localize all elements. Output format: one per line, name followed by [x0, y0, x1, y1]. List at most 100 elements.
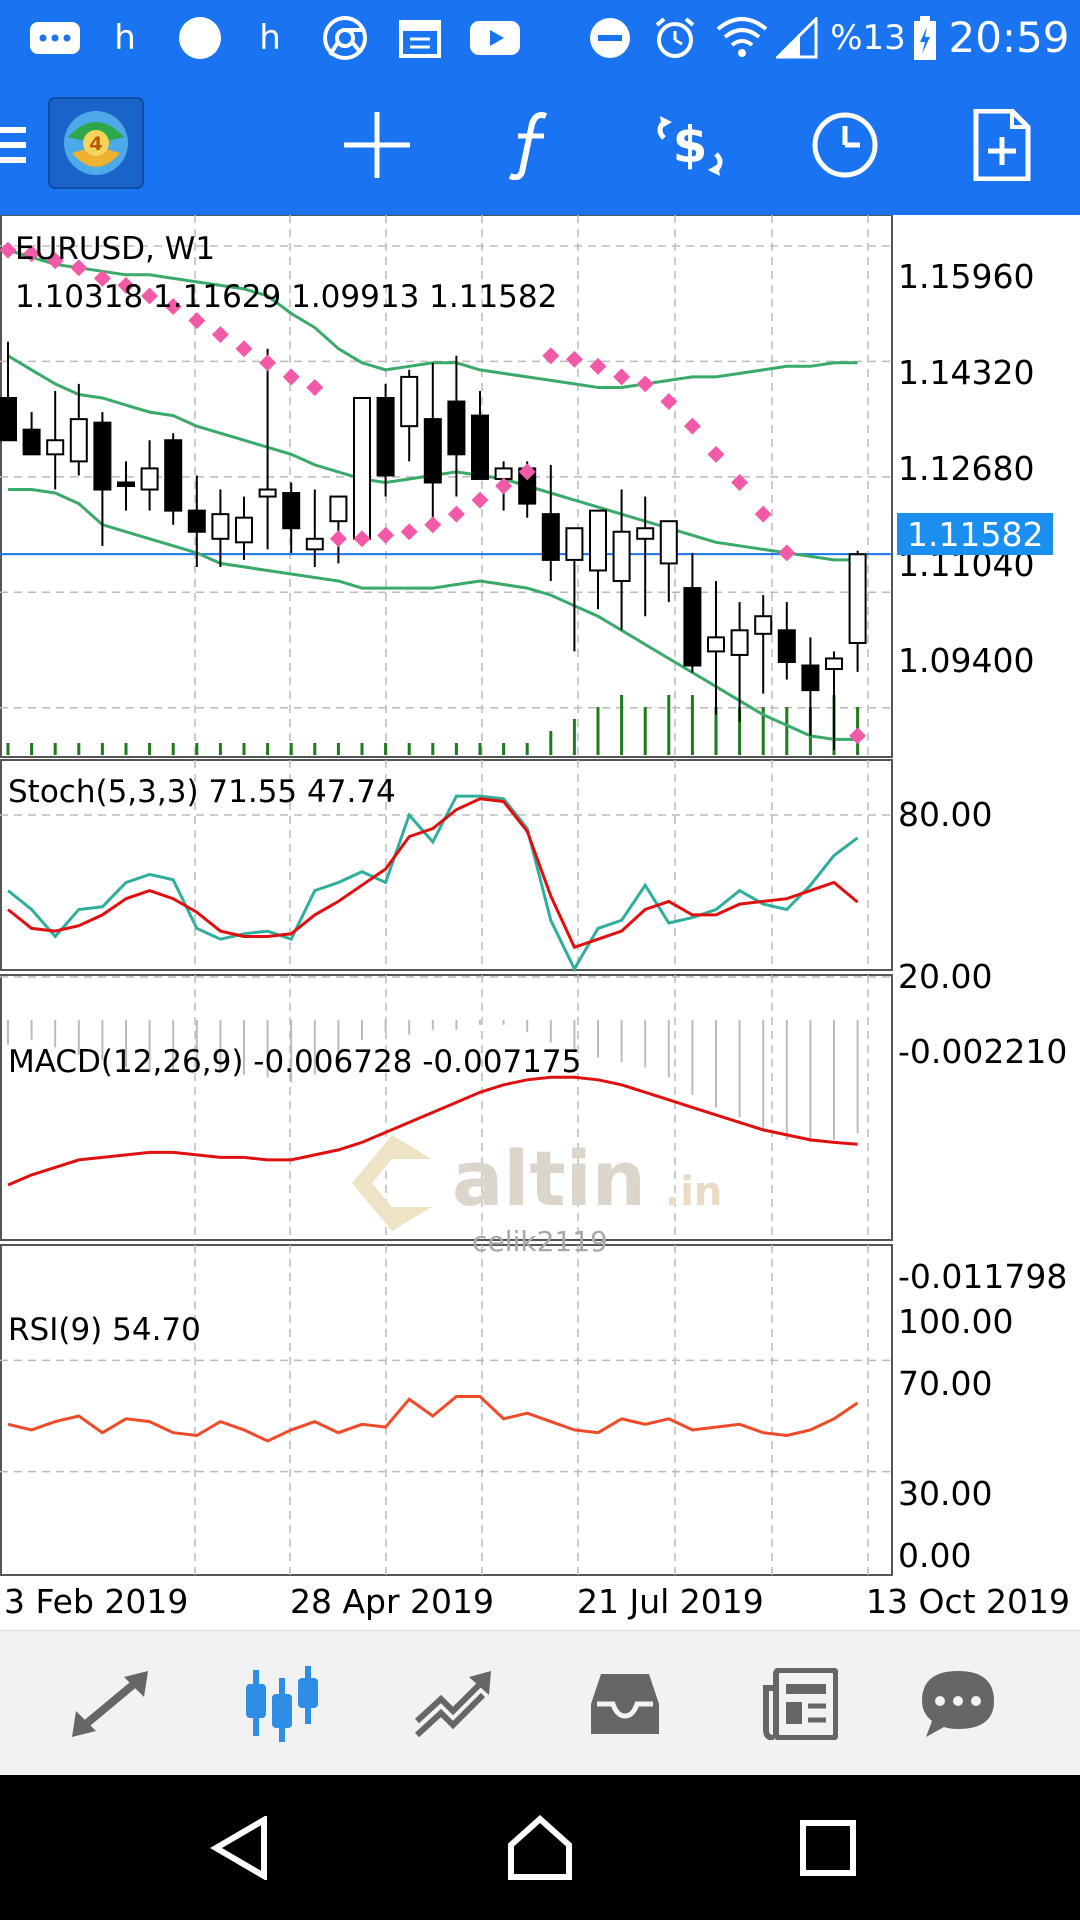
menu-icon[interactable]	[0, 95, 38, 195]
sar-dot	[542, 347, 560, 365]
symbol-label: EURUSD, W1	[15, 231, 215, 267]
candle-body	[589, 509, 607, 572]
candle-body	[447, 400, 466, 456]
candle-body	[659, 520, 678, 565]
candle-body	[777, 629, 796, 663]
system-navigation	[0, 1775, 1080, 1920]
notification-letter-1: h	[114, 17, 136, 58]
watermark: altin .in celik2119	[352, 1134, 722, 1258]
quotes-icon[interactable]	[55, 1651, 165, 1756]
sar-dot	[495, 477, 513, 495]
alarm-icon	[645, 0, 705, 75]
sar-dot	[211, 326, 229, 344]
candle-body	[187, 509, 206, 533]
chrome-icon	[315, 0, 375, 75]
status-bar: h h %13 20:59	[0, 0, 1080, 75]
candle-body	[541, 513, 560, 561]
history-icon[interactable]	[570, 1651, 680, 1756]
trade-icon[interactable]	[398, 1651, 508, 1756]
panel-frame	[0, 759, 893, 971]
stoch-signal-line	[7, 797, 859, 950]
candle-body	[0, 397, 17, 442]
candle-body	[636, 527, 655, 540]
candle-body	[754, 615, 773, 635]
sar-dot	[754, 505, 772, 523]
back-icon[interactable]	[185, 1795, 295, 1900]
candle-body	[400, 375, 419, 428]
sar-dot	[329, 530, 347, 548]
chart-area[interactable]: altin .in celik2119 EURUSD, W1 1.10318 1…	[0, 214, 1080, 1630]
sar-dot	[353, 530, 371, 548]
date-tick-2: 28 Apr 2019	[290, 1582, 494, 1621]
wifi-icon	[712, 0, 772, 75]
candle-body	[258, 488, 277, 498]
battery-icon	[908, 0, 942, 75]
macd-label: MACD(12,26,9) -0.006728 -0.007175	[8, 1044, 581, 1080]
timeframe-clock-icon[interactable]	[795, 95, 895, 195]
sar-dot	[377, 526, 395, 544]
sar-dot	[731, 473, 749, 491]
candle-body	[69, 418, 88, 463]
notification-letter-2: h	[259, 17, 281, 58]
watermark-brand: altin	[452, 1134, 646, 1223]
message-icon	[20, 0, 90, 75]
battery-percent: %13	[830, 17, 906, 58]
sar-dot	[0, 241, 17, 259]
sar-dot	[447, 505, 465, 523]
chart-canvas[interactable]: altin .in celik2119 EURUSD, W1 1.10318 1…	[0, 214, 1080, 1630]
price-tick-1: 1.15960	[898, 257, 1034, 296]
candle-body	[164, 439, 183, 512]
price-tick-5: 1.09400	[898, 641, 1034, 680]
sar-dot	[282, 368, 300, 386]
home-icon[interactable]	[485, 1795, 595, 1900]
sar-dot	[707, 445, 725, 463]
watermark-domain: .in	[665, 1169, 722, 1215]
symbol-dollar-icon[interactable]: $	[640, 95, 740, 195]
sar-dot	[400, 523, 418, 541]
mt4-logo[interactable]: 4	[48, 95, 144, 191]
candle-body	[848, 553, 867, 644]
panel-frame	[0, 214, 893, 758]
candle-body	[612, 530, 631, 583]
candle-body	[305, 537, 324, 551]
rsi-label: RSI(9) 54.70	[8, 1312, 201, 1348]
macd-tick-top: -0.002210	[898, 1032, 1067, 1071]
candle-body	[211, 513, 230, 540]
bottom-navigation	[0, 1630, 1080, 1776]
macd-signal-line	[7, 1075, 858, 1187]
news-icon[interactable]	[745, 1651, 855, 1756]
rsi-line	[7, 1395, 859, 1443]
candle-body	[707, 636, 725, 653]
sar-dot	[306, 378, 324, 396]
candle-body	[329, 495, 348, 523]
clock-time: 20:59	[948, 13, 1070, 62]
crosshair-icon[interactable]	[327, 95, 427, 195]
indicator-f-icon[interactable]	[482, 95, 582, 195]
sar-dot	[636, 375, 654, 393]
candle-body	[117, 481, 135, 488]
candle-body	[235, 516, 253, 544]
sar-dot	[46, 252, 64, 270]
candle-body	[140, 467, 159, 491]
sar-dot	[849, 727, 867, 745]
current-price-badge: 1.11582	[897, 513, 1053, 555]
recents-icon[interactable]	[773, 1795, 883, 1900]
sar-dot	[235, 340, 253, 358]
candle-body	[282, 492, 301, 530]
panel-frame	[0, 974, 893, 1241]
candle-body	[423, 418, 442, 484]
rsi-tick-70: 70.00	[898, 1364, 992, 1403]
chart-icon[interactable]	[227, 1651, 337, 1756]
panel-frame	[0, 1244, 893, 1576]
sar-dot	[259, 354, 277, 372]
chat-icon[interactable]	[903, 1651, 1013, 1756]
date-tick-4: 13 Oct 2019	[866, 1582, 1070, 1621]
candle-body	[801, 664, 820, 692]
watermark-user: celik2119	[472, 1225, 608, 1258]
svg-text:4: 4	[89, 133, 102, 155]
toolbar: 4 $	[0, 75, 1080, 215]
sar-dot	[778, 544, 796, 562]
new-order-icon[interactable]	[952, 95, 1052, 195]
candle-body	[471, 414, 489, 480]
candle-body	[683, 587, 702, 667]
